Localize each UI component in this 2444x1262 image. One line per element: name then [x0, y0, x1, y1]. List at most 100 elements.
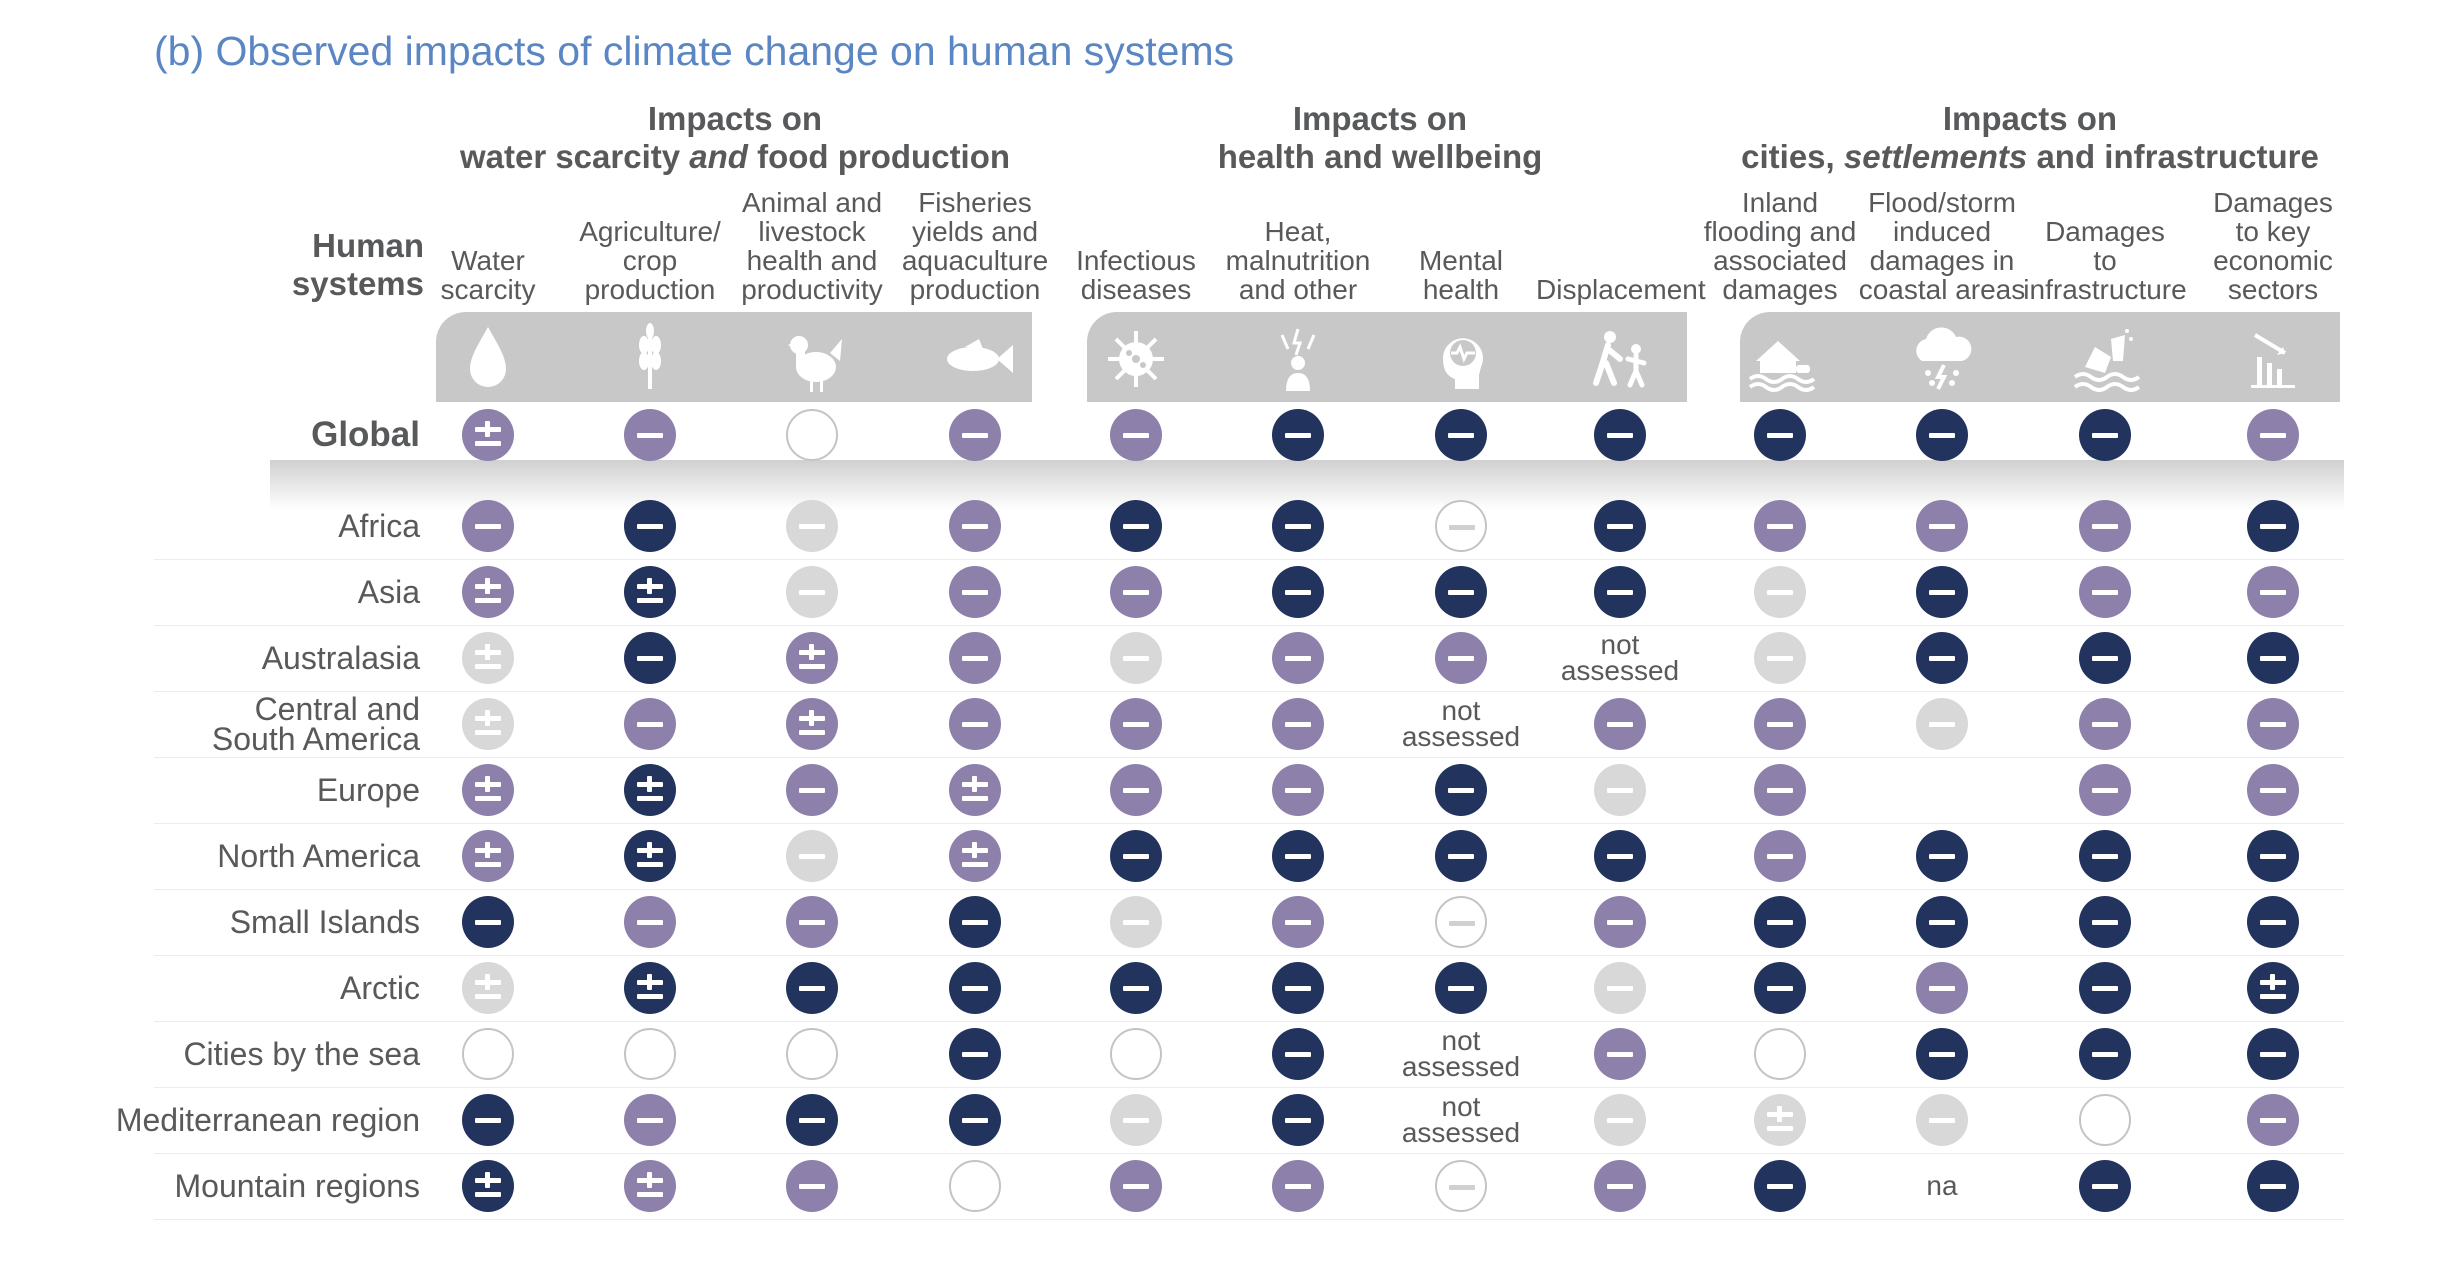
minus-icon: [1754, 962, 1806, 1014]
group-header-text: water scarcity: [459, 138, 690, 175]
minus-icon: [2079, 1160, 2131, 1212]
row-label-line: Mountain regions: [174, 1168, 420, 1204]
glyph-stroke: [1285, 1118, 1311, 1123]
row-label: Australasia: [262, 642, 420, 674]
empty-circle-icon: [786, 409, 838, 461]
row-label: Europe: [317, 774, 420, 806]
group-header-line1: Impacts on: [1942, 100, 2118, 137]
glyph-stroke: [1449, 1185, 1475, 1190]
minus-icon: [1272, 962, 1324, 1014]
glyph-stroke: [2260, 433, 2286, 438]
minus-icon: [1594, 1094, 1646, 1146]
minus-icon: [1594, 566, 1646, 618]
glyph-stroke: [2260, 1184, 2286, 1189]
glyph-stroke: [1449, 525, 1475, 530]
glyph-stroke: [1929, 854, 1955, 859]
minus-icon: [1110, 962, 1162, 1014]
row-divider: [154, 625, 2344, 626]
minus-icon: [1110, 764, 1162, 816]
column-header-line: livestock: [758, 216, 866, 247]
empty-circle-icon: [1754, 1028, 1806, 1080]
glyph-stroke: [1767, 524, 1793, 529]
row-header-line: Human: [312, 227, 424, 264]
plus-minus-icon: [462, 764, 514, 816]
displaced-people-icon: [1580, 317, 1660, 397]
column-header-2: Agriculture/crop production: [566, 217, 734, 304]
minus-icon: [1916, 566, 1968, 618]
glyph-stroke: [799, 986, 825, 991]
column-header-line: malnutrition: [1225, 245, 1371, 276]
empty-circle-icon: [462, 1028, 514, 1080]
cell-text-na: na: [1857, 1170, 2027, 1201]
glyph-stroke: [1285, 986, 1311, 991]
minus-icon: [2079, 632, 2131, 684]
declining-chart-icon: [2233, 317, 2313, 397]
minus-icon: [786, 500, 838, 552]
group-header-line2: health and wellbeing: [1180, 138, 1580, 176]
glyph-stroke: [475, 1118, 501, 1123]
group-header-text: health and wellbeing: [1217, 138, 1543, 175]
glyph-stroke: [637, 994, 663, 999]
glyph-stroke: [2260, 524, 2286, 529]
glyph-stroke: [2092, 656, 2118, 661]
column-header-line: health: [1422, 274, 1500, 305]
column-header-line: Heat,: [1264, 216, 1332, 247]
glyph-stroke: [962, 524, 988, 529]
minus-icon: [1272, 896, 1324, 948]
group-header-1: Impacts on water scarcity and food produc…: [450, 100, 1020, 176]
column-header-line: Water: [451, 245, 525, 276]
minus-icon: [1272, 764, 1324, 816]
minus-icon: [1594, 409, 1646, 461]
glyph-stroke: [475, 427, 501, 432]
cell-text-line: assessed: [1401, 1117, 1521, 1148]
row-label: Arctic: [340, 972, 420, 1004]
wheat-icon: [610, 317, 690, 397]
glyph-stroke: [2260, 1052, 2286, 1057]
glyph-stroke: [475, 584, 501, 589]
minus-icon: [2247, 698, 2299, 750]
minus-icon: [1754, 1160, 1806, 1212]
minus-icon: [2079, 566, 2131, 618]
glyph-stroke: [799, 854, 825, 859]
glyph-stroke: [637, 782, 663, 787]
empty-circle-icon: [786, 1028, 838, 1080]
row-label-line: North America: [217, 838, 420, 874]
glyph-stroke: [637, 656, 663, 661]
glyph-stroke: [1607, 722, 1633, 727]
minus-icon: [462, 500, 514, 552]
column-header-1: Water scarcity: [404, 246, 572, 304]
glyph-stroke: [1929, 920, 1955, 925]
glyph-stroke: [799, 920, 825, 925]
plus-minus-icon: [462, 566, 514, 618]
minus-icon: [949, 698, 1001, 750]
minus-icon: [1435, 962, 1487, 1014]
glyph-stroke: [475, 980, 501, 985]
minus-icon: [1594, 962, 1646, 1014]
glyph-stroke: [1123, 1118, 1149, 1123]
cell-text-line: assessed: [1401, 1051, 1521, 1082]
column-header-10: Flood/storm induced damages in coastal area…: [1858, 188, 2026, 304]
glyph-stroke: [2260, 980, 2286, 985]
head-heartbeat-icon: [1421, 317, 1501, 397]
column-header-line: coastal areas: [1858, 274, 2026, 305]
column-header-line: to: [2093, 245, 2117, 276]
glyph-stroke: [1607, 1184, 1633, 1189]
glyph-stroke: [637, 433, 663, 438]
row-label: Africa: [338, 510, 420, 542]
storm-cloud-icon: [1902, 317, 1982, 397]
glyph-stroke: [1929, 433, 1955, 438]
cell-text-line: na: [1926, 1170, 1958, 1201]
glyph-stroke: [962, 590, 988, 595]
glyph-stroke: [2260, 788, 2286, 793]
minus-icon: [2247, 896, 2299, 948]
glyph-stroke: [1767, 656, 1793, 661]
row-label: Global: [311, 417, 420, 452]
glyph-stroke: [1929, 1118, 1955, 1123]
cell-text-line: not: [1441, 1091, 1481, 1122]
figure-title: (b) Observed impacts of climate change o…: [154, 28, 1235, 74]
minus-icon: [786, 830, 838, 882]
glyph-stroke: [799, 730, 825, 735]
minus-icon: [2247, 500, 2299, 552]
glyph-stroke: [962, 656, 988, 661]
glyph-stroke: [1123, 656, 1149, 661]
